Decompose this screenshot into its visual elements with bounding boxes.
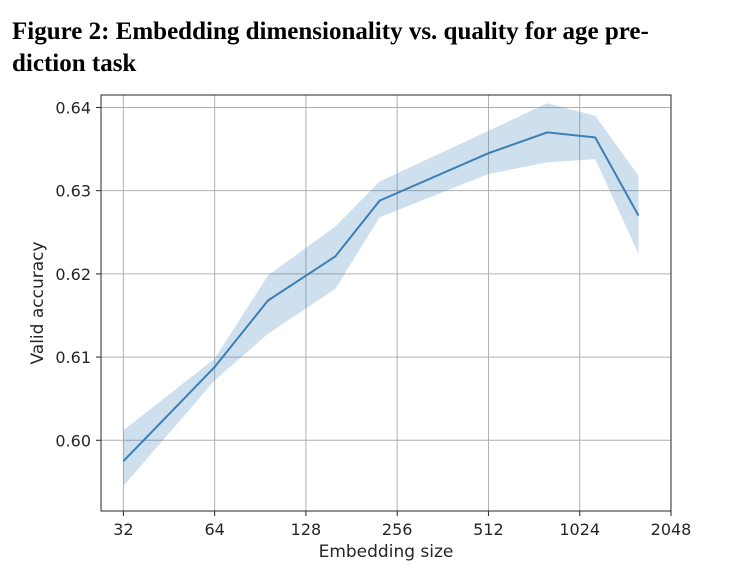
caption-line-2: diction task: [12, 50, 137, 77]
y-tick-label: 0.61: [55, 348, 91, 367]
y-axis-ticks: 0.60 0.61 0.62 0.63 0.64: [55, 98, 101, 450]
y-tick-label: 0.60: [55, 431, 91, 450]
x-axis-label: Embedding size: [319, 542, 454, 562]
y-tick-label: 0.64: [55, 98, 91, 117]
caption-line-1: Figure 2: Embedding dimensionality vs. q…: [12, 18, 649, 45]
y-tick-label: 0.62: [55, 265, 91, 284]
series-line: [122, 131, 640, 462]
plot-frame: [100, 94, 672, 512]
x-axis-ticks: 32 64 128 256 512 1024 2048: [113, 511, 691, 539]
y-tick-label: 0.63: [55, 182, 91, 201]
x-tick-label: 256: [382, 520, 413, 539]
x-tick-label: 128: [291, 520, 322, 539]
x-tick-label: 2048: [651, 520, 692, 539]
x-tick-label: 32: [113, 520, 133, 539]
x-tick-label: 64: [204, 520, 224, 539]
x-tick-label: 1024: [559, 520, 600, 539]
figure-caption: Figure 2: Embedding dimensionality vs. q…: [12, 16, 724, 80]
x-tick-label: 512: [473, 520, 504, 539]
y-axis-label: Valid accuracy: [28, 241, 48, 364]
confidence-band: [123, 103, 639, 487]
